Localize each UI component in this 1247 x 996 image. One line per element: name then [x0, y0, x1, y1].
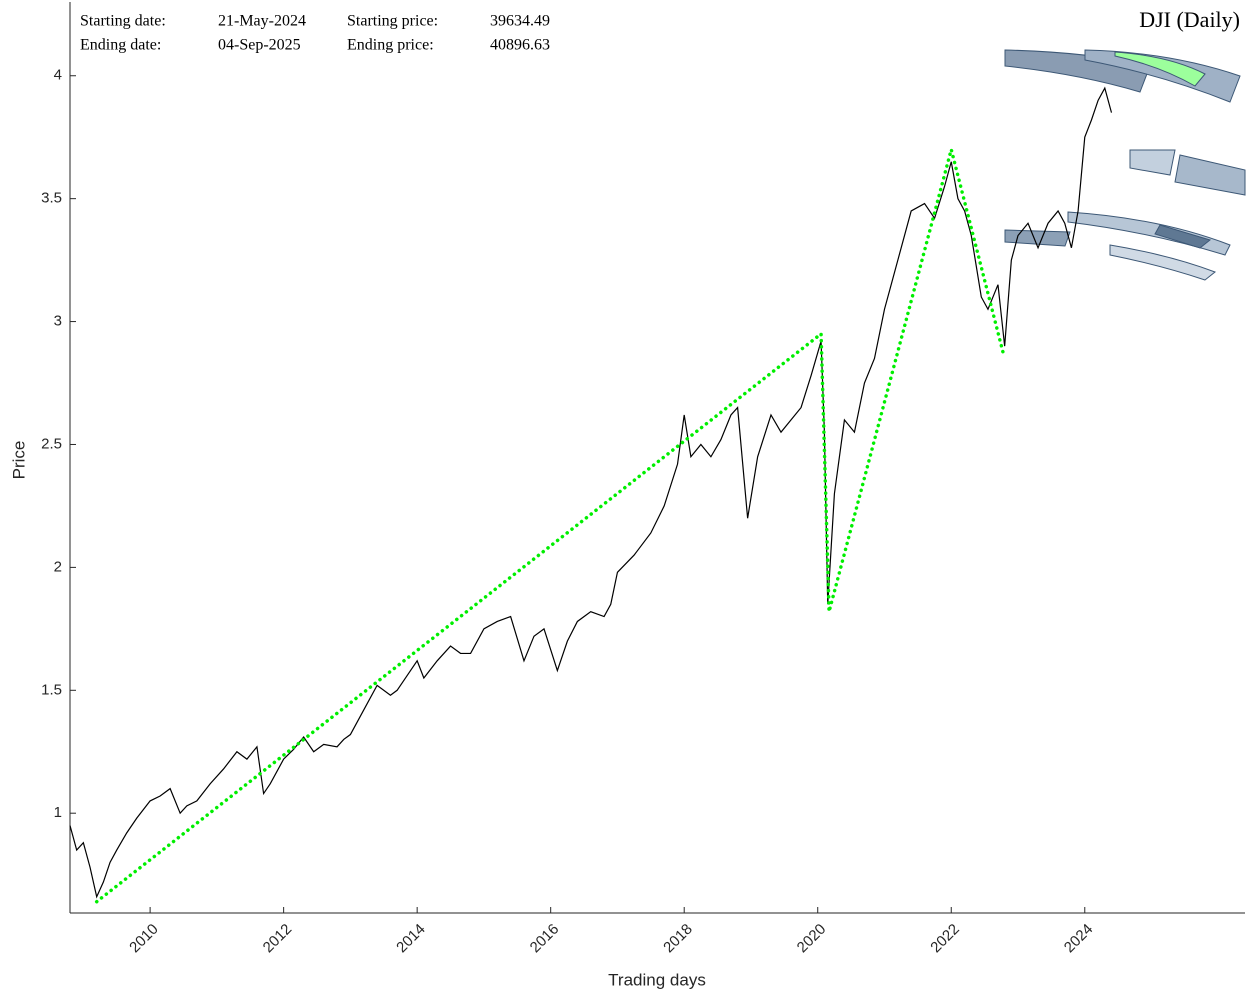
price-line — [69, 86, 1113, 899]
annotation: Ending price: — [347, 37, 434, 54]
annotation: 21-May-2024 — [218, 13, 306, 30]
y-tick-label: 3 — [54, 313, 62, 330]
x-tick-label: 2022 — [927, 921, 963, 957]
annotation: 04-Sep-2025 — [218, 37, 301, 54]
dotted-line — [94, 142, 1006, 904]
x-tick-label: 2016 — [527, 921, 563, 957]
decoration — [1004, 49, 1246, 281]
y-tick-label: 1 — [54, 804, 62, 821]
x-tick-label: 2018 — [660, 921, 696, 957]
x-tick-label: 2014 — [393, 921, 429, 957]
chart-title: DJI (Daily) — [1139, 7, 1240, 32]
y-tick-label: 3.5 — [41, 190, 62, 207]
annotation: 40896.63 — [490, 37, 550, 54]
x-axis-label: Trading days — [608, 970, 706, 989]
annotation: Starting price: — [347, 13, 438, 30]
annotation: 39634.49 — [490, 13, 550, 30]
y-tick-label: 4 — [54, 67, 62, 84]
y-axis-label: Price — [9, 441, 28, 480]
x-tick-label: 2012 — [260, 921, 296, 957]
annotation: Starting date: — [80, 13, 166, 30]
y-tick-label: 2 — [54, 558, 62, 575]
x-tick-label: 2010 — [126, 921, 162, 957]
y-tick-label: 1.5 — [41, 681, 62, 698]
annotation: Ending date: — [80, 37, 161, 54]
x-tick-label: 2020 — [794, 921, 830, 957]
y-tick-label: 2.5 — [41, 435, 62, 452]
x-tick-label: 2024 — [1061, 921, 1097, 957]
